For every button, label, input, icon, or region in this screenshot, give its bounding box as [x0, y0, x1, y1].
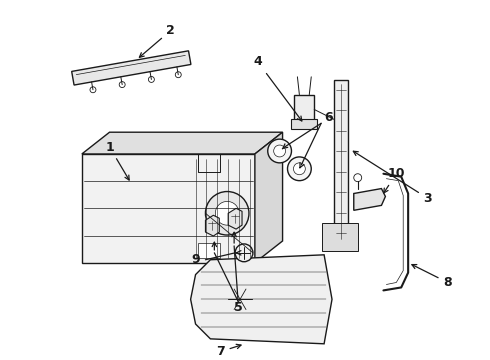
Circle shape [175, 72, 181, 78]
Polygon shape [82, 132, 283, 154]
Text: 2: 2 [139, 24, 175, 57]
Text: 5: 5 [234, 301, 243, 314]
Polygon shape [292, 120, 317, 129]
Polygon shape [228, 208, 242, 229]
Circle shape [268, 139, 292, 163]
Polygon shape [334, 80, 348, 243]
Circle shape [119, 82, 125, 87]
Circle shape [288, 157, 311, 181]
Polygon shape [322, 223, 358, 251]
Circle shape [294, 163, 305, 175]
Polygon shape [191, 255, 332, 344]
Polygon shape [82, 154, 255, 263]
Circle shape [215, 201, 239, 225]
Circle shape [148, 76, 154, 82]
Text: 1: 1 [105, 140, 129, 180]
Polygon shape [205, 215, 220, 236]
Circle shape [354, 174, 362, 182]
Circle shape [205, 192, 249, 235]
Text: 9: 9 [191, 253, 200, 266]
Text: 6: 6 [325, 111, 333, 124]
Polygon shape [354, 189, 386, 210]
Polygon shape [255, 132, 283, 263]
Text: 7: 7 [216, 344, 241, 358]
Polygon shape [197, 243, 220, 258]
Text: 10: 10 [384, 167, 405, 193]
Polygon shape [72, 51, 191, 85]
Circle shape [274, 145, 286, 157]
Circle shape [235, 244, 253, 262]
Text: 3: 3 [353, 151, 432, 205]
Circle shape [90, 87, 96, 93]
Text: 8: 8 [412, 265, 452, 289]
Polygon shape [294, 95, 314, 124]
Text: 4: 4 [253, 55, 302, 121]
